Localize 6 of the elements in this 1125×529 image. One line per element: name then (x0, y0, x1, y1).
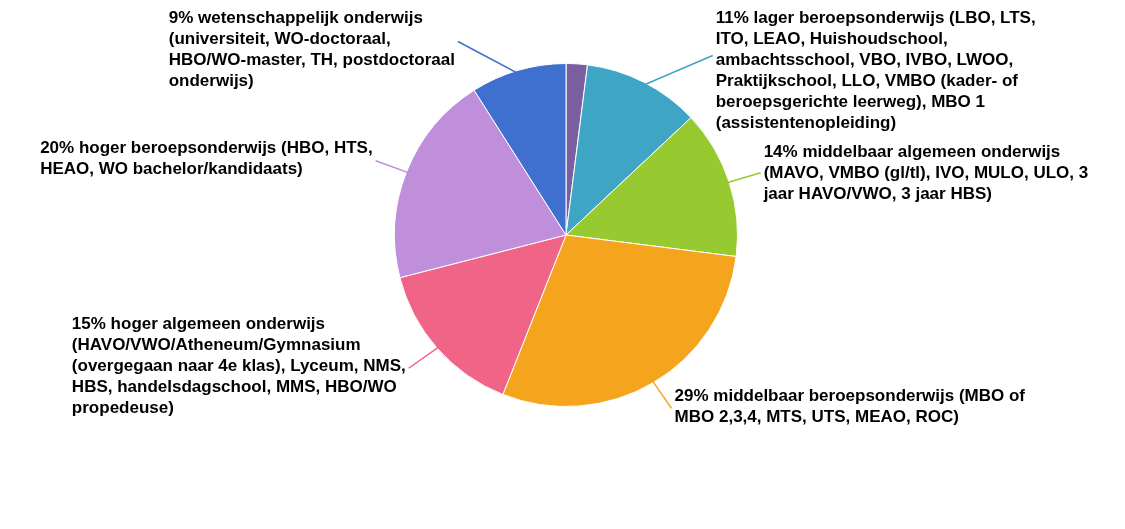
slice-label: 14% middelbaar algemeen onderwijs (MAVO, VMBO (gl/tl), IVO, MULO, ULO, 3 jaar HAVO/VWO, 3 jaar HBS) (762, 142, 1089, 204)
slice-label: 15% hoger algemeen onderwijs (HAVO/VWO/Atheneum/Gymnasium (overgegaan naar 4e klas), Lyceum, NMS, HBS, handelsdagschool, MMS, HBO/WO propedeuse) (71, 313, 406, 417)
slice-label: 29% middelbaar beroepsonderwijs (MBO of MBO 2,3,4, MTS, UTS, MEAO, ROC) (674, 385, 1026, 426)
slice-label: 20% hoger beroepsonderwijs (HBO, HTS, HEAO, WO bachelor/kandidaats) (40, 138, 373, 179)
slice-label: 9% wetenschappelijk onderwijs (universiteit, WO-doctoraal, HBO/WO-master, TH, postdoctoraal onderwijs) (168, 8, 455, 91)
slice-label: 11% lager beroepsonderwijs (LBO, LTS, ITO, LEAO, Huishoudschool, ambachtsschool, VBO, IVBO, LWOO, Praktijkschool, LLO, VMBO (kader- of beroepsgerichte leerweg), MBO 1 (assistentenopleiding) (715, 8, 1036, 133)
